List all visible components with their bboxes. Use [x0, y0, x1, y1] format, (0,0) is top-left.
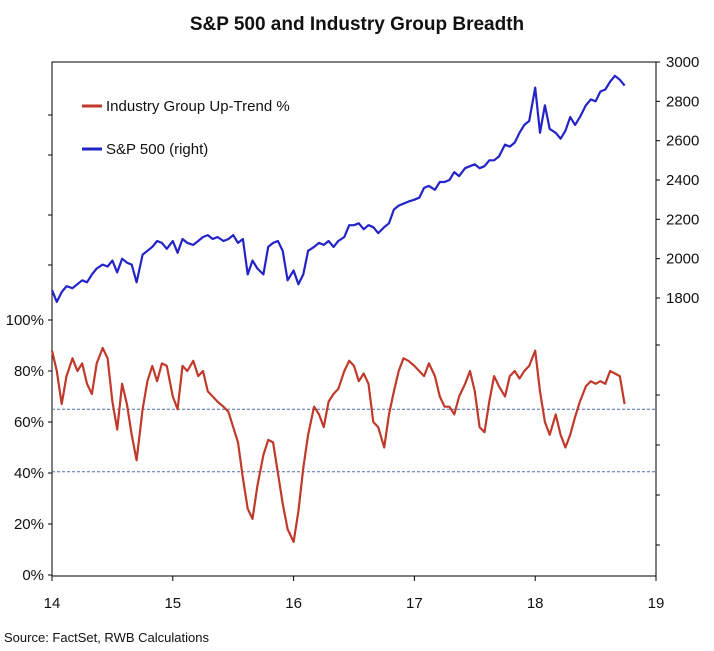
right-tick-label: 3000: [666, 54, 699, 71]
legend: Industry Group Up-Trend % S&P 500 (right…: [82, 98, 290, 158]
x-tick-label: 18: [527, 595, 544, 612]
gridlines: [52, 408, 656, 473]
left-tick-label: 20%: [14, 516, 44, 533]
legend-label-breadth: Industry Group Up-Trend %: [106, 98, 290, 115]
x-axis: 14 15 16 17 18 19: [44, 576, 665, 612]
right-tick-label: 2400: [666, 172, 699, 189]
series-lines: [50, 74, 626, 543]
x-tick-label: 14: [44, 595, 61, 612]
chart-title: S&P 500 and Industry Group Breadth: [190, 14, 524, 35]
right-axis: 1800 2000 2200 2400 2600 2800 3000: [656, 54, 699, 546]
left-tick-label: 60%: [14, 414, 44, 431]
x-tick-label: 19: [648, 595, 665, 612]
right-tick-label: 2800: [666, 93, 699, 110]
x-tick-label: 17: [406, 595, 423, 612]
right-tick-label: 1800: [666, 290, 699, 307]
left-tick-label: 40%: [14, 465, 44, 482]
series-line-spx: [50, 74, 626, 303]
source-note: Source: FactSet, RWB Calculations: [4, 630, 209, 645]
series-line-breadth: [50, 346, 626, 543]
left-tick-label: 0%: [22, 567, 44, 584]
left-tick-label: 80%: [14, 363, 44, 380]
plot-area: [51, 61, 657, 577]
right-tick-label: 2200: [666, 211, 699, 228]
left-tick-label: 100%: [6, 312, 44, 329]
x-tick-label: 15: [164, 595, 181, 612]
left-axis: 0% 20% 40% 60% 80% 100%: [6, 114, 52, 584]
legend-label-spx: S&P 500 (right): [106, 141, 208, 158]
right-tick-label: 2600: [666, 133, 699, 150]
right-tick-label: 2000: [666, 251, 699, 268]
x-tick-label: 16: [285, 595, 302, 612]
